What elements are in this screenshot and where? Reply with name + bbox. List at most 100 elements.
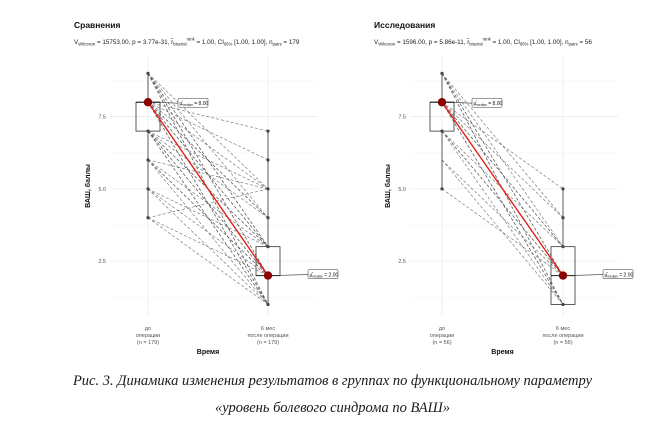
- paired-line: [147, 188, 269, 247]
- median-label: μ̂median = 8.00: [152, 97, 209, 108]
- paired-line: [147, 188, 269, 219]
- grid-lines: [110, 56, 318, 316]
- data-point: [266, 302, 270, 307]
- median-label-text: μ̂median = 8.00: [180, 101, 209, 107]
- data-point: [146, 187, 150, 191]
- data-point: [561, 216, 565, 220]
- paired-line: [147, 73, 269, 219]
- y-tick-label: 7.5: [398, 115, 406, 121]
- y-axis-label: ВАШ, баллы: [84, 164, 92, 208]
- x-tick-label: (n = 179): [257, 340, 279, 346]
- boxplot-1: [135, 73, 161, 218]
- chart-panel-1: Сравнения VWilcoxon = 15753.00, p = 3.77e…: [74, 20, 339, 356]
- paired-line: [441, 130, 564, 305]
- data-point: [440, 187, 444, 191]
- chart-canvas: Сравнения VWilcoxon = 15753.00, p = 3.77e…: [74, 20, 634, 356]
- x-axis-label: Время: [491, 349, 513, 356]
- data-point: [561, 187, 565, 191]
- paired-line: [147, 130, 269, 190]
- median-label-box: [602, 269, 634, 279]
- y-tick-label: 7.5: [98, 115, 106, 121]
- chart-stats-subtitle: VWilcoxon = 1596.00, p = 5.86e-11, r̂bis…: [374, 37, 592, 47]
- paired-line: [441, 101, 564, 247]
- paired-line: [441, 130, 564, 247]
- median-label-text: μ̂median = 2.00: [605, 273, 634, 279]
- paired-line: [147, 101, 269, 219]
- median-label: μ̂median = 8.00: [446, 97, 503, 108]
- paired-line: [147, 159, 269, 276]
- median-label-box: [177, 97, 209, 108]
- grid-lines: [410, 56, 618, 316]
- median-point: [263, 271, 273, 280]
- paired-line: [441, 188, 564, 276]
- x-tick-label: операции: [136, 333, 161, 339]
- data-point: [440, 129, 444, 133]
- y-tick-label: 5.0: [398, 187, 406, 193]
- paired-line: [441, 73, 564, 276]
- median-label: μ̂median = 2.00: [272, 269, 339, 279]
- y-tick-label: 2.5: [398, 259, 406, 265]
- figure-caption-line-2: «уровень болевого синдрома по ВАШ»: [214, 400, 451, 416]
- median-point: [143, 98, 153, 107]
- paired-line: [147, 73, 269, 190]
- x-tick-label: после операции: [247, 333, 288, 339]
- paired-line: [147, 217, 269, 276]
- paired-line: [441, 159, 564, 276]
- median-point: [437, 98, 447, 107]
- median-label-leader: [152, 101, 179, 104]
- paired-line: [147, 101, 269, 247]
- chart-title: Сравнения: [74, 20, 121, 30]
- y-axis-label: ВАШ, баллы: [384, 164, 392, 208]
- data-point: [561, 245, 565, 249]
- figure-caption-line-1: Рис. 3. Динамика изменения результатов в…: [72, 373, 593, 389]
- paired-line: [441, 101, 564, 219]
- paired-line: [441, 130, 564, 276]
- median-trend-line: [441, 101, 564, 276]
- data-point: [146, 216, 150, 220]
- chart-stats-subtitle: VWilcoxon = 15753.00, p = 3.77e-31, r̂bi…: [74, 37, 300, 47]
- median-point: [558, 271, 568, 280]
- median-label-box: [307, 269, 339, 279]
- x-tick-label: (n = 56): [432, 340, 451, 346]
- paired-line: [147, 130, 269, 276]
- median-label-leader: [446, 101, 473, 104]
- x-tick-label: 6 мес: [261, 326, 275, 332]
- median-label-text: μ̂median = 2.00: [310, 273, 339, 279]
- paired-line: [147, 159, 269, 190]
- median-label-leader: [272, 274, 309, 276]
- paired-line: [147, 101, 269, 161]
- data-point: [266, 187, 270, 191]
- data-point: [266, 245, 270, 249]
- paired-line: [441, 159, 564, 305]
- x-tick-label: 6 мес: [556, 326, 570, 332]
- x-tick-label: (n = 56): [553, 340, 572, 346]
- paired-line: [147, 159, 269, 305]
- paired-line: [441, 73, 564, 219]
- y-tick-label: 2.5: [98, 259, 106, 265]
- x-tick-label: (n = 179): [137, 340, 159, 346]
- data-point: [266, 216, 270, 220]
- paired-line: [441, 102, 564, 305]
- chart-panel-2: Исследования VWilcoxon = 1596.00, p = 5.8…: [374, 20, 634, 356]
- y-tick-label: 5.0: [98, 187, 106, 193]
- paired-line: [147, 188, 269, 276]
- x-tick-label: до: [145, 326, 151, 332]
- x-axis-label: Время: [197, 349, 219, 356]
- data-point: [146, 129, 150, 133]
- x-tick-label: операции: [430, 333, 455, 339]
- median-trend-line: [147, 101, 269, 276]
- paired-line: [147, 101, 269, 132]
- x-tick-label: до: [439, 326, 445, 332]
- median-label-text: μ̂median = 8.00: [474, 101, 503, 107]
- data-point: [266, 158, 270, 162]
- data-point: [146, 158, 150, 162]
- median-label-box: [471, 97, 503, 108]
- paired-line: [147, 130, 269, 247]
- chart-title: Исследования: [374, 20, 435, 30]
- data-point: [266, 129, 270, 133]
- x-tick-label: после операции: [542, 333, 583, 339]
- paired-line: [147, 188, 269, 305]
- median-label: μ̂median = 2.00: [567, 269, 634, 279]
- paired-line: [441, 73, 564, 247]
